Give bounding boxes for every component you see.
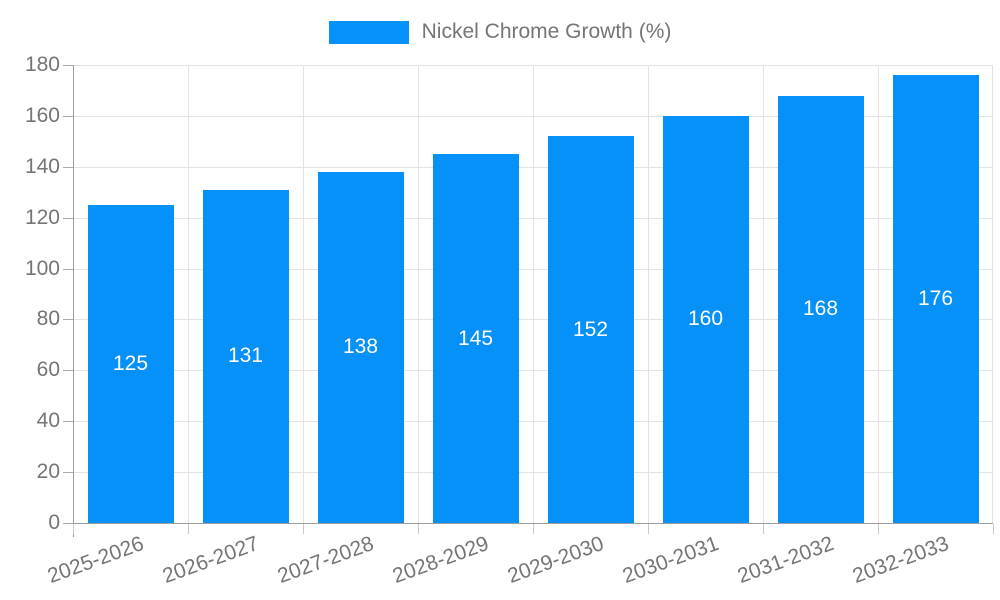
- x-grid-line: [188, 65, 189, 523]
- x-tick: [418, 524, 419, 534]
- plot-area: 125 131 138 145 152 160 168 176: [73, 65, 993, 523]
- bar-value-label: 131: [227, 344, 264, 368]
- bar-value-label: 176: [917, 287, 954, 311]
- legend[interactable]: Nickel Chrome Growth (%): [0, 20, 1000, 44]
- bar: 145: [432, 154, 519, 523]
- bar-value-label: 145: [457, 326, 494, 350]
- y-tick: [63, 472, 73, 474]
- x-grid-line: [648, 65, 649, 523]
- bar: 168: [777, 95, 864, 523]
- y-tick: [63, 523, 73, 524]
- y-tick-label: 180: [24, 53, 60, 76]
- x-grid-line: [533, 65, 534, 523]
- bar-value-label: 125: [112, 351, 149, 375]
- y-tick-label: 160: [24, 103, 60, 127]
- x-tick: [533, 524, 534, 534]
- bar-value-label: 138: [342, 335, 379, 359]
- y-axis-line: [73, 65, 74, 537]
- bar-value-label: 168: [802, 297, 839, 321]
- y-tick-label: 0: [48, 511, 60, 534]
- y-tick: [63, 370, 73, 372]
- y-tick: [63, 166, 73, 168]
- x-grid-line: [763, 65, 764, 523]
- x-grid-line: [878, 65, 879, 523]
- y-tick: [63, 421, 73, 423]
- bar-value-label: 160: [687, 307, 724, 331]
- y-tick: [63, 65, 73, 66]
- y-tick: [63, 319, 73, 321]
- y-tick: [63, 217, 73, 219]
- bar-value-label: 152: [572, 317, 609, 341]
- y-tick-label: 80: [36, 307, 60, 331]
- x-grid-line: [303, 65, 304, 523]
- legend-label: Nickel Chrome Growth (%): [421, 20, 672, 43]
- x-axis-line: [73, 523, 993, 524]
- y-tick-label: 40: [36, 409, 60, 433]
- x-tick: [993, 524, 994, 534]
- bar: 138: [317, 171, 404, 523]
- y-tick: [63, 115, 73, 117]
- bar: 152: [547, 136, 634, 523]
- x-tick: [73, 524, 74, 534]
- y-tick-label: 120: [24, 205, 60, 229]
- x-tick: [648, 524, 649, 534]
- bar: 131: [202, 189, 289, 523]
- x-tick: [188, 524, 189, 534]
- y-tick-label: 20: [36, 460, 60, 484]
- x-tick: [763, 524, 764, 534]
- bar: 176: [892, 75, 979, 523]
- x-grid-line: [418, 65, 419, 523]
- bar: 160: [662, 115, 749, 523]
- x-tick: [303, 524, 304, 534]
- y-tick-label: 140: [24, 154, 60, 178]
- x-grid-line: [992, 65, 993, 523]
- legend-swatch-icon: [328, 20, 409, 44]
- bar: 125: [87, 204, 174, 523]
- y-tick-label: 60: [36, 358, 60, 382]
- y-tick: [63, 268, 73, 270]
- y-tick-label: 100: [24, 256, 60, 280]
- x-tick: [878, 524, 879, 534]
